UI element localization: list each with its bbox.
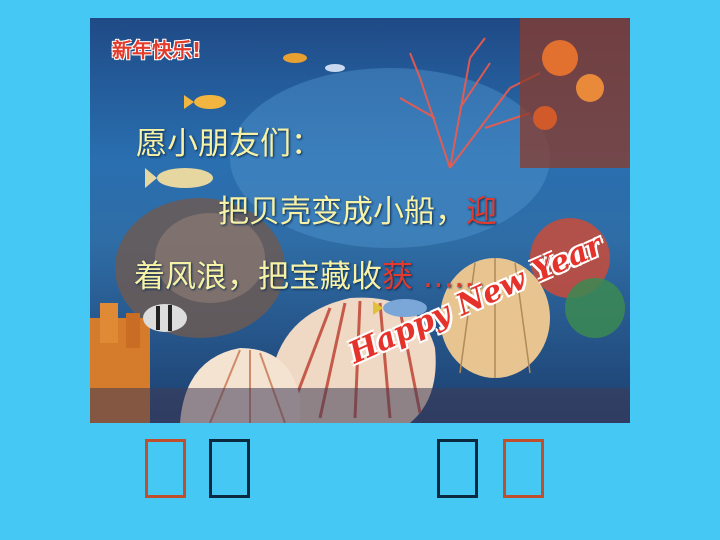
poem-line-3-text: 着风浪，把宝藏收 <box>134 259 382 295</box>
poem-line-1-text: 愿小朋友们： <box>136 126 322 162</box>
highlight-char-ying: 迎 <box>466 194 497 230</box>
poem-line-3: 着风浪，把宝藏收获 …… <box>134 251 485 296</box>
underwater-scene <box>90 18 630 423</box>
ellipsis: …… <box>422 259 485 295</box>
answer-box-3[interactable] <box>437 439 478 498</box>
poem-line-2-text: 把贝壳变成小船， <box>218 194 466 230</box>
answer-box-1[interactable] <box>145 439 186 498</box>
poem-line-2: 把贝壳变成小船，迎 <box>218 186 497 231</box>
new-year-title: 新年快乐! <box>112 38 202 62</box>
answer-box-4[interactable] <box>503 439 544 498</box>
answer-box-2[interactable] <box>209 439 250 498</box>
greeting-card-image: 新年快乐! 愿小朋友们： 把贝壳变成小船，迎 着风浪，把宝藏收获 …… Happ… <box>90 18 630 423</box>
poem-line-1: 愿小朋友们： <box>136 118 322 163</box>
highlight-char-huo: 获 <box>382 259 413 295</box>
